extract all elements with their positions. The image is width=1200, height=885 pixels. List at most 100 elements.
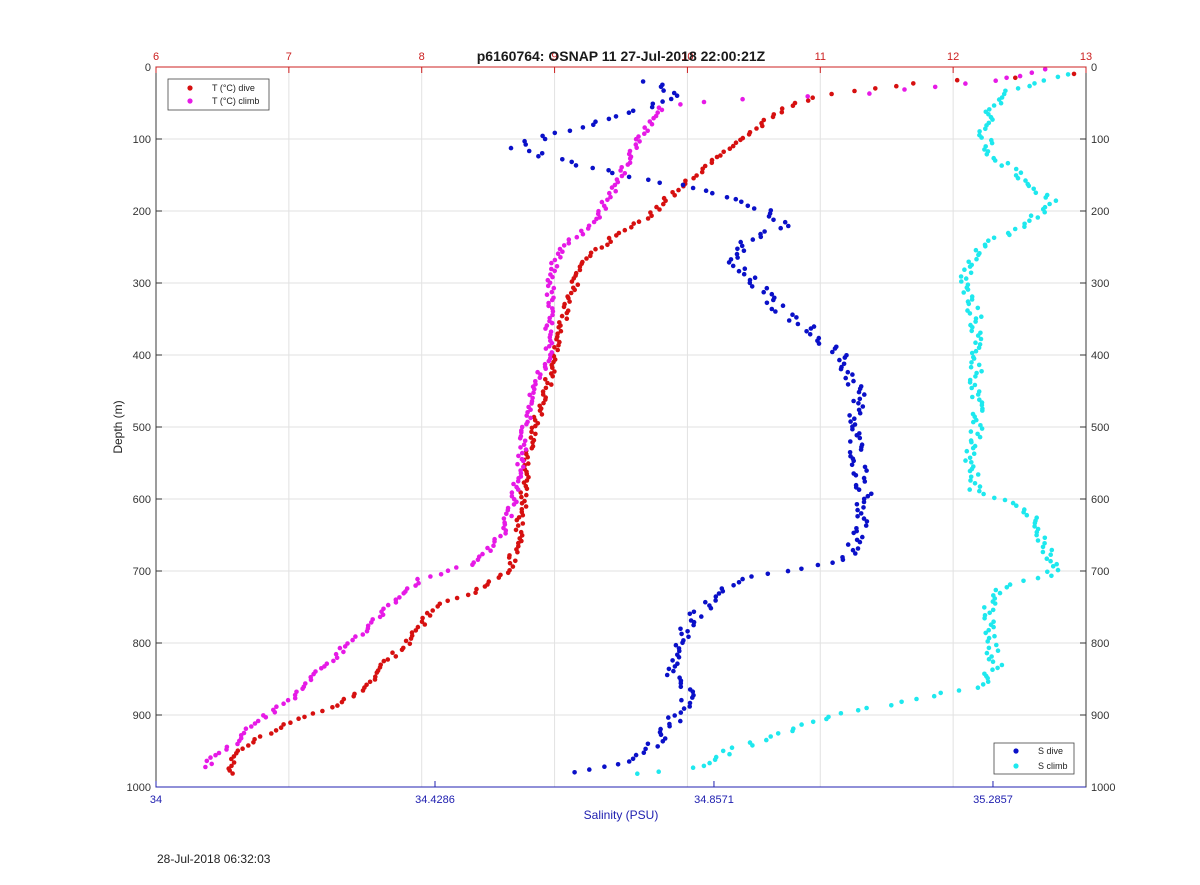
temperature-climb-point: [209, 761, 214, 767]
temperature-dive-point: [661, 201, 666, 207]
salinity-dive-point: [686, 634, 691, 640]
salinity-climb-point: [1018, 170, 1024, 175]
salinity-climb-point: [959, 279, 964, 284]
salinity-dive-point: [703, 599, 708, 605]
salinity-climb-point: [977, 488, 982, 494]
temperature-dive-point: [657, 207, 662, 212]
salinity-dive-point: [837, 357, 842, 363]
temperature-climb-point: [528, 415, 533, 421]
temperature-dive-point: [754, 126, 759, 131]
salinity-climb-point: [750, 743, 755, 748]
temperature-dive-point: [543, 397, 548, 402]
temperature-dive-point: [779, 109, 785, 115]
salinity-climb-point: [1026, 183, 1032, 189]
salinity-climb-point: [720, 748, 726, 754]
salinity-dive-point: [658, 84, 664, 90]
salinity-climb-point: [982, 147, 987, 152]
temperature-dive-point: [738, 137, 743, 143]
salinity-climb-point: [1033, 190, 1039, 196]
salinity-dive-point: [856, 401, 861, 406]
salinity-dive-point: [845, 382, 851, 387]
salinity-climb-point: [983, 126, 988, 132]
depth-tick-label-left: 300: [133, 278, 151, 290]
salinity-climb-point: [967, 264, 973, 269]
temperature-dive-point: [606, 235, 612, 241]
salinity-climb-point: [1047, 201, 1052, 207]
temperature-climb-point: [498, 533, 503, 539]
temperature-climb-point: [561, 243, 567, 248]
salinity-climb-point: [712, 757, 718, 762]
salinity-climb-point: [1013, 166, 1019, 172]
salinity-climb-point: [974, 256, 979, 262]
temperature-dive-point: [564, 316, 570, 322]
salinity-dive-point: [863, 523, 869, 528]
temperature-climb-point: [633, 136, 639, 142]
salinity-climb-point: [989, 140, 995, 146]
data-points: [203, 67, 1077, 776]
temperature-dive-point: [567, 299, 572, 304]
plot-timestamp: 28-Jul-2018 06:32:03: [157, 852, 271, 866]
salinity-climb-point: [986, 645, 992, 651]
temperature-tick-label: 11: [815, 51, 826, 63]
temperature-climb-point: [642, 125, 647, 130]
temperature-climb-point: [364, 628, 370, 634]
temperature-dive-point: [543, 377, 548, 382]
salinity-climb-point: [992, 495, 997, 501]
salinity-dive-point: [606, 116, 612, 122]
temperature-climb-point: [480, 551, 485, 557]
salinity-dive-point: [610, 170, 615, 176]
temperature-climb-point: [519, 424, 525, 430]
temperature-dive-point: [575, 282, 581, 288]
temperature-climb-point: [445, 568, 451, 573]
temperature-climb-point: [1017, 73, 1023, 79]
temperature-dive-point: [699, 169, 705, 175]
salinity-climb-point: [1021, 509, 1026, 515]
salinity-climb-point: [1023, 178, 1028, 183]
salinity-climb-point: [1004, 585, 1010, 590]
temperature-dive-point: [408, 636, 414, 641]
legend-temperature: T (°C) dive T (°C) climb: [167, 78, 270, 111]
salinity-dive-point: [830, 349, 835, 355]
salinity-dive-point: [741, 248, 747, 253]
depth-tick-label-right: 100: [1091, 134, 1109, 146]
salinity-dive-point: [708, 605, 714, 611]
salinity-dive-point: [626, 174, 632, 180]
temperature-dive-point: [537, 408, 543, 413]
temperature-climb-point: [530, 395, 535, 401]
salinity-dive-point: [678, 710, 684, 715]
salinity-climb-point: [968, 478, 973, 483]
salinity-climb-point: [969, 297, 975, 302]
salinity-climb-point: [1010, 500, 1016, 506]
salinity-climb-point: [996, 97, 1002, 102]
temperature-dive-point: [558, 328, 564, 334]
salinity-dive-point: [664, 672, 670, 678]
temperature-dive-point: [251, 740, 256, 745]
temperature-tick-label: 9: [552, 51, 558, 63]
salinity-dive-point: [780, 303, 786, 309]
salinity-dive-point: [671, 668, 676, 674]
temperature-dive-point: [229, 756, 234, 762]
temperature-dive-point: [515, 523, 521, 528]
temperature-climb-point: [501, 516, 507, 521]
temperature-climb-point: [385, 602, 391, 608]
temperature-dive-point: [541, 400, 546, 406]
temperature-climb-point: [521, 442, 527, 448]
temperature-climb-point: [585, 226, 591, 231]
salinity-dive-point: [680, 640, 685, 646]
salinity-climb-point: [1055, 567, 1061, 573]
salinity-dive-point: [731, 583, 736, 588]
salinity-dive-point: [856, 487, 862, 493]
temperature-climb-point: [401, 591, 407, 596]
salinity-dive-point: [672, 664, 678, 669]
temperature-dive-point: [614, 233, 619, 238]
temperature-dive-point: [516, 540, 521, 546]
temperature-dive-point: [234, 751, 239, 756]
temperature-dive-point: [577, 267, 583, 273]
salinity-climb-point: [1035, 575, 1041, 581]
salinity-dive-point: [542, 136, 548, 142]
salinity-climb-point: [990, 667, 995, 672]
salinity-climb-point: [979, 314, 984, 320]
salinity-dive-point: [860, 534, 865, 540]
temperature-dive-point: [805, 98, 811, 103]
salinity-climb-point: [1002, 497, 1008, 503]
